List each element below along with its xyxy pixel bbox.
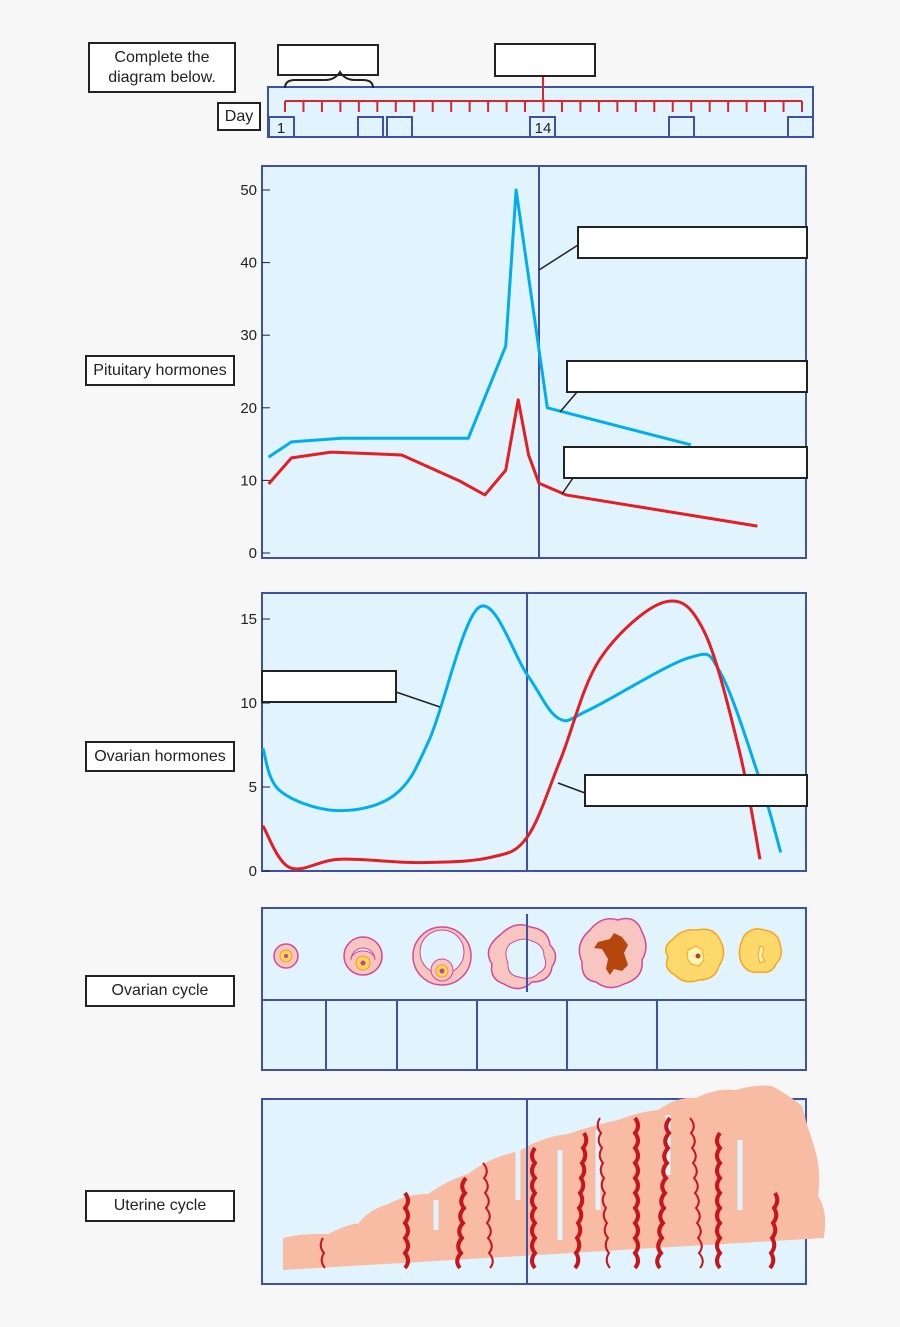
corpus-luteum-icon bbox=[665, 928, 725, 983]
y-tick-label: 40 bbox=[240, 255, 257, 272]
series-line-1 bbox=[267, 398, 758, 528]
ovarian-hormones-chart: 0 5 10 15 bbox=[240, 592, 807, 880]
y-tick-label: 5 bbox=[249, 779, 257, 796]
blood-vessel bbox=[596, 1117, 611, 1269]
endometrium-shape bbox=[283, 1085, 826, 1270]
series-line-1 bbox=[261, 599, 762, 871]
instruction-label: Complete the diagram below. bbox=[88, 42, 236, 93]
blood-vessel bbox=[455, 1176, 468, 1270]
day-1-marker: 1 bbox=[277, 120, 285, 137]
day-14-marker: 14 bbox=[535, 120, 552, 137]
primary-follicle-icon bbox=[343, 936, 383, 976]
series-line-0 bbox=[267, 188, 692, 459]
blood-vessel bbox=[632, 1116, 640, 1270]
answer-box-lh-fsh[interactable] bbox=[566, 360, 808, 393]
y-tick-label: 20 bbox=[240, 400, 257, 417]
ovarian-hormones-label: Ovarian hormones bbox=[85, 741, 235, 772]
corpus-hemorrhagicum-icon bbox=[578, 917, 647, 989]
y-tick-label: 30 bbox=[240, 327, 257, 344]
y-tick-label: 10 bbox=[240, 695, 257, 712]
blood-vessel bbox=[689, 1117, 704, 1269]
blood-vessel bbox=[573, 1131, 589, 1270]
y-tick-label: 50 bbox=[240, 182, 257, 199]
ovarian-cycle-label: Ovarian cycle bbox=[85, 975, 235, 1007]
day-label: Day bbox=[217, 102, 261, 131]
ovarian-cycle-panel bbox=[261, 907, 807, 1071]
y-tick-label: 10 bbox=[240, 472, 257, 489]
answer-box-fsh[interactable] bbox=[563, 446, 808, 479]
y-tick-label: 15 bbox=[240, 611, 257, 628]
pituitary-hormones-label: Pituitary hormones bbox=[85, 355, 235, 386]
uterine-cycle-label: Uterine cycle bbox=[85, 1190, 235, 1222]
y-tick-label: 0 bbox=[249, 545, 257, 562]
blood-vessel bbox=[319, 1237, 326, 1269]
uterine-cycle-panel bbox=[261, 1085, 826, 1285]
answer-box-progesterone[interactable] bbox=[584, 774, 808, 807]
blood-vessel bbox=[655, 1116, 672, 1270]
answer-box-menstruation[interactable] bbox=[277, 44, 379, 76]
blood-vessel bbox=[530, 1146, 538, 1270]
primordial-follicle-icon bbox=[273, 943, 299, 969]
blood-vessel bbox=[715, 1131, 723, 1270]
day-ruler: 1 14 bbox=[267, 70, 814, 138]
corpus-albicans-icon bbox=[738, 928, 783, 974]
series-line-0 bbox=[261, 604, 783, 853]
answer-box-estrogen[interactable] bbox=[261, 670, 397, 703]
blood-vessel bbox=[768, 1191, 780, 1270]
antral-follicle-icon bbox=[412, 926, 472, 986]
ruptured-follicle-icon bbox=[487, 914, 557, 992]
blood-vessel bbox=[482, 1162, 494, 1269]
answer-box-lh[interactable] bbox=[577, 226, 808, 259]
answer-box-ovulation[interactable] bbox=[494, 43, 596, 77]
blood-vessel bbox=[402, 1191, 410, 1270]
y-tick-label: 0 bbox=[249, 863, 257, 880]
